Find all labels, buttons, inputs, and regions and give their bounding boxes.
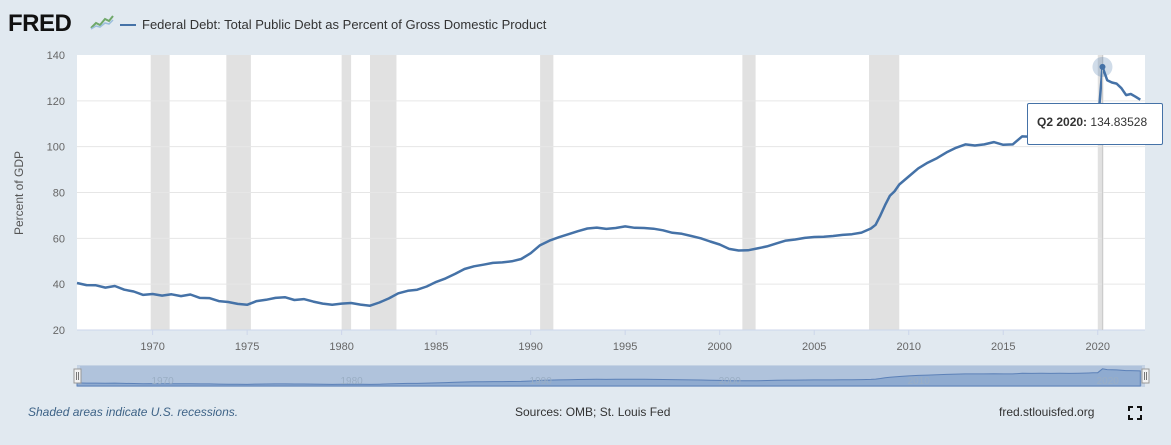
x-tick-label: 1995 (613, 341, 637, 353)
gridlines (77, 100, 1145, 285)
tooltip-value: 134.83528 (1090, 115, 1148, 129)
x-tick-label: 1985 (424, 341, 448, 353)
legend[interactable]: Federal Debt: Total Public Debt as Perce… (120, 17, 546, 32)
navigator-year-label: 2010 (908, 376, 931, 387)
navigator-year-label: 1980 (341, 376, 364, 387)
navigator-year-label: 1990 (530, 376, 553, 387)
navigator-handle-left[interactable] (73, 368, 82, 384)
y-tick-label: 60 (53, 233, 65, 245)
y-axis-label: Percent of GDP (12, 151, 26, 235)
x-tick-label: 1990 (518, 341, 542, 353)
x-tick-label: 2020 (1086, 341, 1110, 353)
x-tick-label: 2000 (707, 341, 731, 353)
x-tick-label: 2010 (896, 341, 920, 353)
highlight-point (1092, 55, 1113, 330)
sources-text: Sources: OMB; St. Louis Fed (515, 405, 671, 419)
recession-note: Shaded areas indicate U.S. recessions. (28, 405, 239, 419)
y-tick-label: 120 (47, 96, 65, 108)
x-tick-label: 1975 (235, 341, 259, 353)
tooltip: Q2 2020: 134.83528 (1027, 103, 1163, 145)
tooltip-label: Q2 2020: (1037, 115, 1088, 129)
legend-swatch (120, 23, 136, 26)
navigator-series (76, 368, 1141, 387)
y-tick-label: 20 (53, 325, 65, 337)
site-link[interactable]: fred.stlouisfed.org (999, 405, 1095, 419)
fullscreen-icon[interactable] (1128, 406, 1142, 420)
navigator-years: 1970 1980 1990 2000 2010 2020 (151, 376, 1119, 387)
navigator-year-label: 2020 (1097, 376, 1120, 387)
y-tick-label: 80 (53, 188, 65, 200)
y-axis-ticks: 20 40 60 80 100 120 140 (47, 50, 65, 337)
y-tick-label: 140 (47, 50, 65, 62)
highlight-dot (1099, 63, 1106, 70)
fred-graph-icon (90, 14, 114, 30)
navigator-year-label: 1970 (151, 376, 174, 387)
navigator-handle-right[interactable] (1141, 368, 1150, 384)
navigator[interactable]: 1970 1980 1990 2000 2010 2020 (73, 365, 1150, 387)
y-tick-label: 40 (53, 279, 65, 291)
x-axis-ticks: 1970 1975 1980 1985 1990 1995 2000 2005 2010 2015… (77, 329, 1145, 353)
fred-logo[interactable]: FRED (8, 10, 72, 37)
chart-header: FRED Federal Debt: Total Public Debt as … (0, 0, 1171, 48)
x-tick-label: 2005 (802, 341, 826, 353)
navigator-year-label: 2000 (719, 376, 742, 387)
x-tick-label: 1980 (329, 341, 353, 353)
series-line[interactable] (76, 65, 1141, 307)
y-tick-label: 100 (47, 142, 65, 154)
x-tick-label: 2015 (991, 341, 1015, 353)
legend-series-title: Federal Debt: Total Public Debt as Perce… (142, 17, 547, 32)
x-tick-label: 1970 (140, 341, 164, 353)
